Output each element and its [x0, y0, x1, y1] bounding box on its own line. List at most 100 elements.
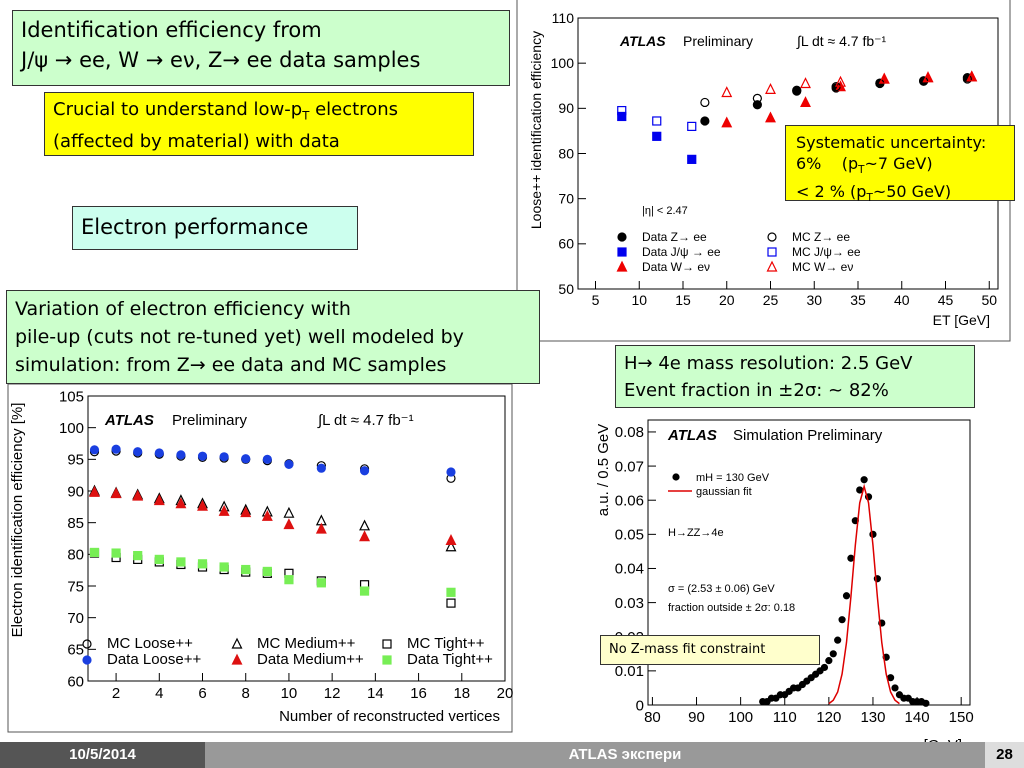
text: Crucial to understand low-p [53, 99, 303, 120]
legend-swatch [767, 247, 777, 257]
y-axis-label: Loose++ identification efficiency [528, 31, 544, 229]
x-tick-label: 20 [719, 292, 735, 308]
triangle-marker [197, 499, 208, 511]
y-tick-label: 100 [551, 55, 575, 71]
square-marker [446, 587, 456, 597]
square-marker [446, 598, 456, 608]
x-tick-label: 35 [850, 292, 866, 308]
x-tick-label: 14 [367, 685, 384, 702]
annotation: ∫L dt ≈ 4.7 fb⁻¹ [317, 412, 414, 429]
x-axis-label: Number of reconstructed vertices [279, 708, 500, 725]
text: Identification efficiency from [21, 18, 322, 42]
square-marker [617, 111, 627, 122]
x-tick-label: 130 [860, 709, 885, 726]
text: Electron performance [81, 215, 309, 239]
x-axis-label: ET [GeV] [933, 312, 990, 328]
y-tick-label: 0 [636, 697, 644, 714]
y-tick-label: 70 [558, 191, 574, 207]
y-tick-label: 90 [558, 100, 574, 116]
plot-frame [87, 395, 506, 682]
annotation: Preliminary [172, 412, 248, 429]
x-tick-label: 6 [198, 685, 206, 702]
legend-swatch [617, 232, 627, 242]
triangle-marker [922, 71, 934, 83]
legend-swatch [82, 655, 92, 665]
triangle-marker [359, 519, 371, 531]
subscript: T [858, 164, 865, 177]
circle-marker [133, 447, 143, 457]
text: ~7 GeV) [864, 154, 933, 173]
y-tick-label: 50 [558, 281, 574, 297]
triangle-marker [765, 111, 776, 123]
x-tick-label: 80 [644, 709, 661, 726]
y-tick-label: 85 [67, 515, 84, 532]
annotation: ∫L dt ≈ 4.7 fb⁻¹ [796, 33, 887, 49]
text: 6% (p [796, 154, 859, 173]
higgs-box: H→ 4e mass resolution: 2.5 GeV Event frac… [615, 345, 975, 408]
y-tick-label: 60 [558, 236, 574, 252]
text: J/ψ → ee, W → eν, Z→ ee data samples [21, 48, 421, 72]
triangle-marker [800, 77, 811, 89]
legend-swatch [616, 260, 628, 272]
square-marker [133, 550, 143, 561]
text: Event fraction in ±2σ: ~ 82% [624, 380, 889, 401]
note-box: Crucial to understand low-pT electrons (a… [44, 92, 474, 156]
text-line: Identification efficiency from [21, 15, 501, 45]
square-marker [316, 578, 326, 588]
y-tick-label: 70 [67, 610, 84, 627]
text-line: Electron performance [81, 211, 349, 243]
circle-marker [891, 684, 899, 692]
legend-label: MC Z→ ee [792, 230, 850, 244]
triangle-marker [218, 504, 230, 516]
circle-marker [829, 650, 837, 658]
y-tick-label: 80 [558, 145, 574, 161]
y-tick-label: 0.06 [615, 492, 644, 509]
legend-label: MC Medium++ [257, 635, 356, 652]
triangle-marker [966, 70, 978, 82]
x-tick-label: 110 [773, 709, 797, 726]
x-tick-label: 20 [497, 685, 514, 702]
triangle-marker [721, 116, 733, 128]
text: electrons [309, 99, 398, 120]
square-marker [652, 116, 662, 126]
circle-marker [962, 74, 972, 84]
x-tick-label: 140 [905, 709, 930, 726]
legend-swatch [82, 639, 92, 649]
legend-swatch [382, 655, 392, 665]
legend-label: MC W→ eν [792, 260, 853, 274]
plot-frame [647, 419, 971, 706]
constraint-box: No Z-mass fit constraint [600, 635, 820, 665]
footer-date: 10/5/2014 [0, 742, 205, 768]
square-marker [154, 554, 164, 565]
triangle-marker [283, 518, 295, 530]
legend-swatch [617, 247, 627, 257]
triangle-marker [721, 86, 733, 98]
y-axis-label: Electron identification efficiency [%] [9, 403, 26, 638]
text-line: < 2 % (pT~50 GeV) [796, 181, 1004, 209]
y-tick-label: 95 [67, 452, 84, 469]
circle-marker [154, 448, 164, 458]
text-line: No Z-mass fit constraint [609, 640, 811, 660]
systematic-box: Systematic uncertainty: 6% (pT~7 GeV) < 2 … [785, 125, 1015, 204]
x-tick-label: 100 [728, 709, 753, 726]
annotation: H→ZZ→4e [668, 527, 724, 539]
circle-marker [842, 592, 851, 600]
text-line: Event fraction in ±2σ: ~ 82% [624, 377, 966, 404]
pileup-box: Variation of electron efficiency with pil… [6, 290, 540, 384]
circle-marker [446, 467, 456, 477]
triangle-marker [835, 75, 846, 87]
square-marker [262, 566, 272, 577]
x-tick-label: 10 [281, 685, 298, 702]
circle-marker [834, 636, 842, 644]
x-tick-label: 30 [806, 292, 822, 308]
annotation: ATLAS [104, 412, 154, 429]
y-tick-label: 110 [552, 10, 575, 26]
fit-line [828, 483, 900, 705]
triangle-marker [765, 83, 776, 94]
annotation: Simulation Preliminary [733, 427, 883, 444]
text: (affected by material) with data [53, 130, 340, 152]
text: Variation of electron efficiency with [15, 298, 351, 320]
square-marker [359, 586, 370, 596]
